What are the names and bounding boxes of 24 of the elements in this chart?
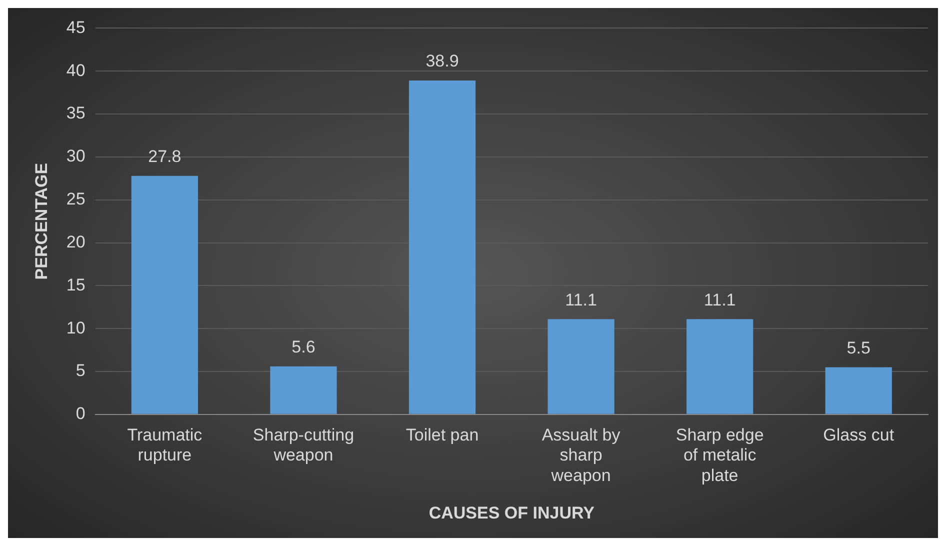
data-label: 11.1 xyxy=(704,290,736,310)
x-tick-label: Toilet pan xyxy=(406,425,479,444)
x-tick-label: Glass cut xyxy=(823,425,894,444)
y-tick-label: 5 xyxy=(76,361,86,380)
y-tick-label: 25 xyxy=(66,190,86,209)
data-label: 11.1 xyxy=(565,290,597,310)
y-tick-label: 35 xyxy=(66,104,86,123)
x-tick-label: Assualt by sharp weapon xyxy=(542,425,621,486)
y-tick-label: 15 xyxy=(66,275,86,294)
x-tick-label: Sharp-cutting weapon xyxy=(252,425,354,465)
y-tick-label: 30 xyxy=(66,146,86,166)
y-tick-label: 45 xyxy=(66,18,86,37)
x-tick-label: Sharp edge of metalic plate xyxy=(676,425,764,486)
x-axis-title: CAUSES OF INJURY xyxy=(428,503,596,522)
y-axis-title: PERCENTAGE xyxy=(32,162,51,280)
y-tick-label: 10 xyxy=(66,318,86,338)
data-label: 5.6 xyxy=(292,338,316,357)
y-tick-label: 20 xyxy=(66,232,86,252)
data-label: 27.8 xyxy=(148,147,182,166)
data-label: 5.5 xyxy=(846,338,870,358)
y-tick-label: 0 xyxy=(76,404,86,424)
x-tick-label: Traumatic rupture xyxy=(127,425,203,465)
y-tick-label: 40 xyxy=(66,60,86,80)
data-label: 38.9 xyxy=(426,52,459,71)
